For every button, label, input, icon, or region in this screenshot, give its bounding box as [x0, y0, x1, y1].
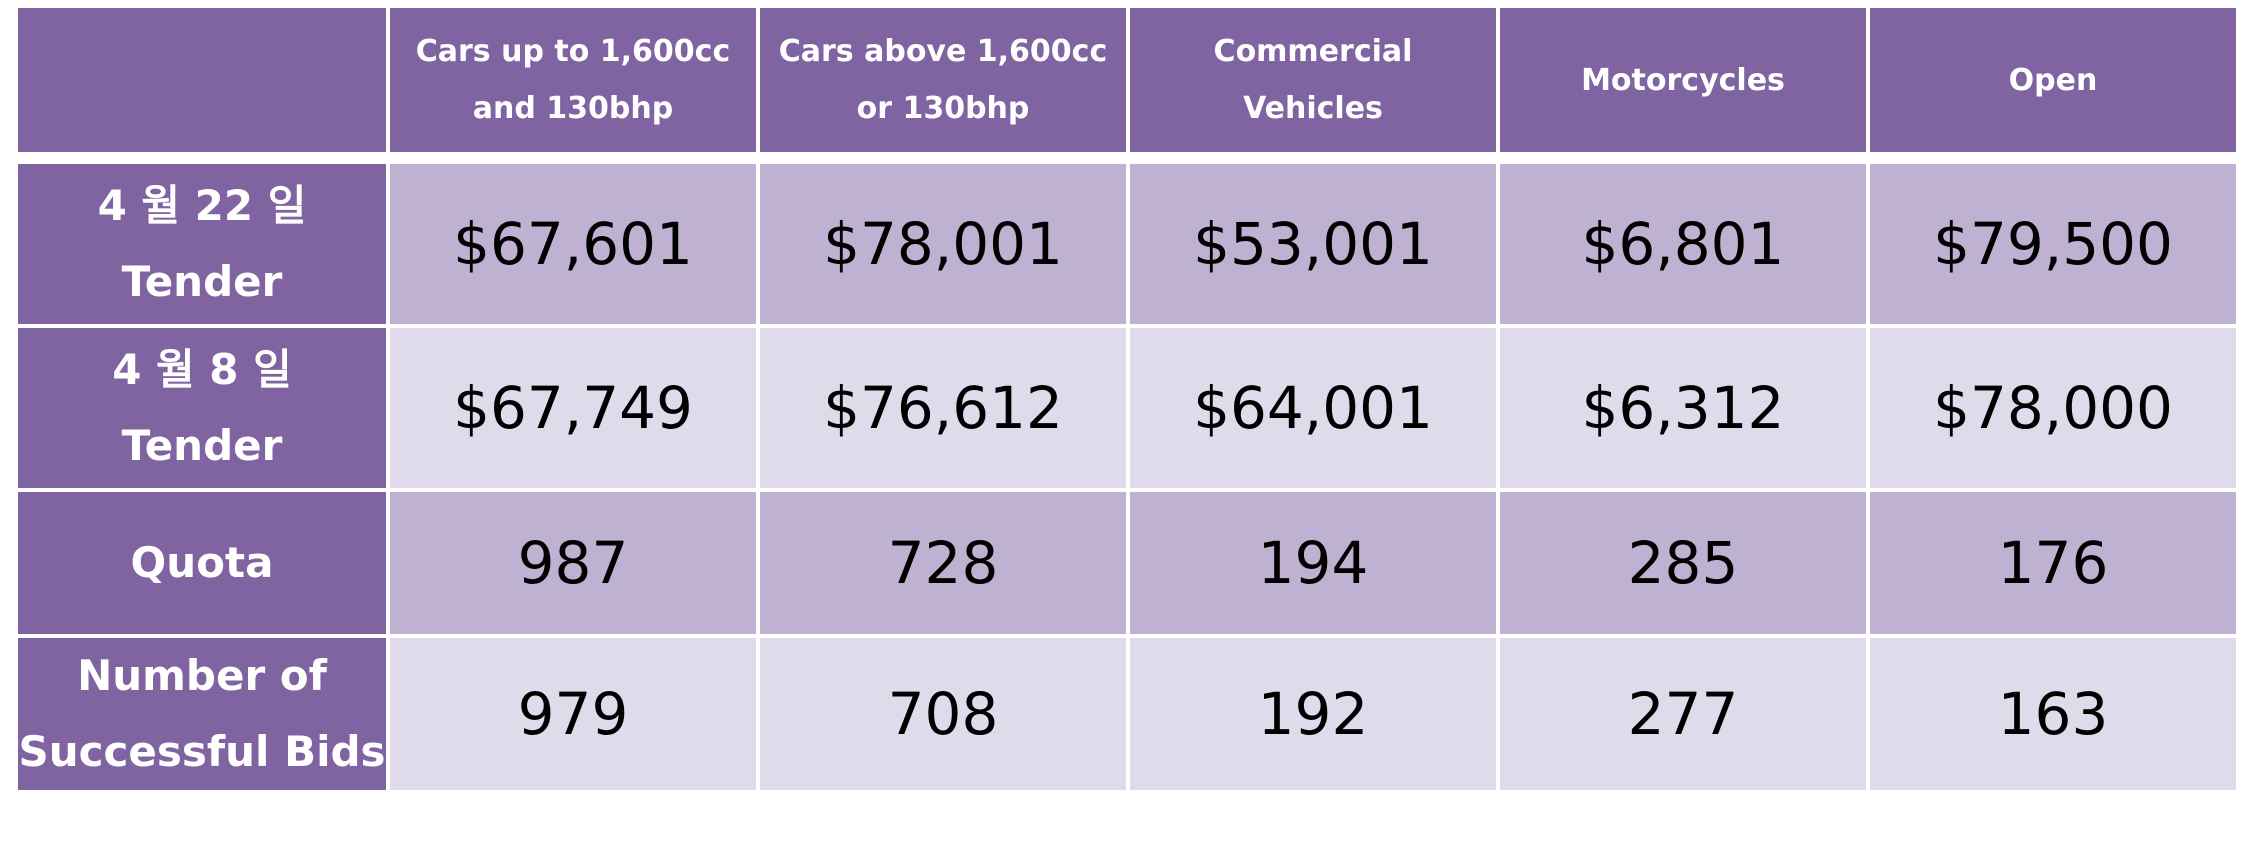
col-header-line: Commercial [1213, 34, 1413, 69]
col-header-line: Vehicles [1243, 91, 1383, 126]
table-row-quota: Quota 987 728 194 285 176 [14, 488, 2240, 638]
table-row-tender-apr8: 4 월 8 일 Tender $67,749 $76,612 $64,001 $… [14, 324, 2240, 492]
row-label-successful-bids: Number of Successful Bids [14, 634, 390, 794]
table-cell: $6,801 [1496, 160, 1870, 328]
row-label-line: Tender [121, 257, 283, 306]
table-cell: $67,749 [386, 324, 760, 492]
col-header-line: Motorcycles [1581, 62, 1785, 98]
table-cell: 285 [1496, 488, 1870, 638]
row-label-tender-apr8: 4 월 8 일 Tender [14, 324, 390, 492]
table-cell: 176 [1866, 488, 2240, 638]
coe-results-table-wrap: Cars up to 1,600cc and 130bhp Cars above… [14, 4, 2240, 794]
table-cell: 163 [1866, 634, 2240, 794]
col-header-line: and 130bhp [472, 91, 674, 126]
table-cell: 728 [756, 488, 1130, 638]
table-cell: $79,500 [1866, 160, 2240, 328]
corner-cell [14, 4, 390, 156]
table-cell: 192 [1126, 634, 1500, 794]
col-header-line: or 130bhp [856, 91, 1030, 126]
col-header-commercial: Commercial Vehicles [1126, 4, 1500, 156]
col-header-open: Open [1866, 4, 2240, 156]
table-cell: $53,001 [1126, 160, 1500, 328]
row-label-line: Tender [121, 421, 283, 470]
table-cell: $76,612 [756, 324, 1130, 492]
table-cell: 277 [1496, 634, 1870, 794]
header-row: Cars up to 1,600cc and 130bhp Cars above… [14, 4, 2240, 156]
table-cell: 194 [1126, 488, 1500, 638]
col-header-motorcycles: Motorcycles [1496, 4, 1870, 156]
row-label-tender-apr22: 4 월 22 일 Tender [14, 160, 390, 328]
row-label-quota: Quota [14, 488, 390, 638]
col-header-line: Open [2008, 62, 2098, 98]
table-cell: $6,312 [1496, 324, 1870, 492]
row-label-line: 4 월 22 일 [97, 181, 307, 230]
table-row-tender-apr22: 4 월 22 일 Tender $67,601 $78,001 $53,001 … [14, 160, 2240, 328]
col-header-line: Cars up to 1,600cc [415, 34, 731, 69]
table-cell: $64,001 [1126, 324, 1500, 492]
table-cell: 708 [756, 634, 1130, 794]
col-header-cars-small: Cars up to 1,600cc and 130bhp [386, 4, 760, 156]
table-cell: $78,000 [1866, 324, 2240, 492]
col-header-cars-large: Cars above 1,600cc or 130bhp [756, 4, 1130, 156]
coe-results-table: Cars up to 1,600cc and 130bhp Cars above… [14, 4, 2240, 794]
table-cell: 987 [386, 488, 760, 638]
row-label-line: Successful Bids [18, 727, 386, 776]
table-cell: 979 [386, 634, 760, 794]
row-label-line: Quota [130, 538, 274, 587]
row-label-line: 4 월 8 일 [112, 345, 292, 394]
table-cell: $67,601 [386, 160, 760, 328]
table-cell: $78,001 [756, 160, 1130, 328]
col-header-line: Cars above 1,600cc [778, 34, 1108, 69]
row-label-line: Number of [77, 651, 327, 700]
table-row-successful-bids: Number of Successful Bids 979 708 192 27… [14, 634, 2240, 794]
